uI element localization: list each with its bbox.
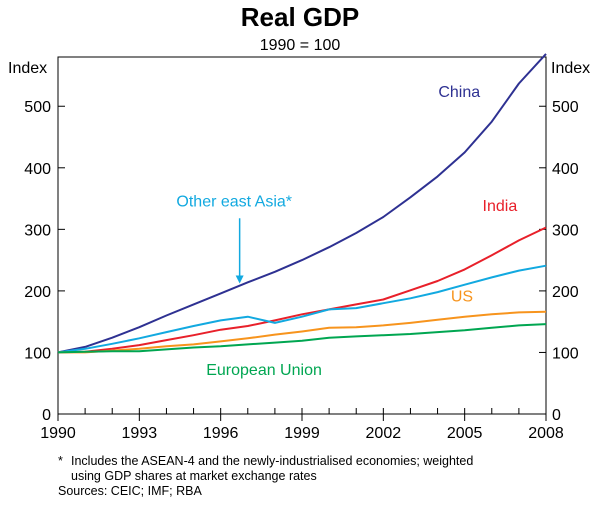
x-tick-label-2005: 2005 bbox=[447, 425, 483, 442]
y-axis-unit-right: Index bbox=[551, 60, 590, 77]
plot-frame bbox=[57, 56, 547, 415]
footnote-sources: Sources: CEIC; IMF; RBA bbox=[58, 484, 202, 498]
series-label-india: India bbox=[483, 198, 518, 215]
footnote-line-1: Includes the ASEAN-4 and the newly-indus… bbox=[71, 454, 474, 468]
y-tick-label-left-0: 0 bbox=[42, 407, 51, 424]
chart-subtitle: 1990 = 100 bbox=[260, 37, 341, 54]
chart-title: Real GDP bbox=[241, 2, 360, 32]
x-tick-label-1993: 1993 bbox=[122, 425, 158, 442]
annotation-arrow-head bbox=[235, 275, 244, 284]
series-line-other-east-asia bbox=[57, 264, 547, 354]
footnote: * Includes the ASEAN-4 and the newly-ind… bbox=[58, 454, 473, 499]
series-line-china bbox=[57, 53, 547, 354]
x-tick-label-2002: 2002 bbox=[366, 425, 402, 442]
y-tick-label-right-100: 100 bbox=[552, 345, 579, 362]
series-line-european-union bbox=[57, 323, 547, 354]
y-tick-label-right-500: 500 bbox=[552, 99, 579, 116]
series-label-other-east-asia: Other east Asia* bbox=[176, 194, 292, 211]
y-tick-label-left-300: 300 bbox=[24, 222, 51, 239]
y-axis-unit-left: Index bbox=[8, 60, 47, 77]
series-line-india bbox=[57, 226, 547, 354]
y-tick-label-left-500: 500 bbox=[24, 99, 51, 116]
series-line-us bbox=[58, 310, 547, 354]
y-tick-label-right-0: 0 bbox=[552, 407, 561, 424]
y-tick-label-right-300: 300 bbox=[552, 222, 579, 239]
x-tick-label-1996: 1996 bbox=[203, 425, 239, 442]
y-tick-label-right-400: 400 bbox=[552, 161, 579, 178]
x-tick-label-1999: 1999 bbox=[284, 425, 320, 442]
y-tick-label-left-400: 400 bbox=[24, 161, 51, 178]
x-tick-label-2008: 2008 bbox=[528, 425, 564, 442]
footnote-line-2: using GDP shares at market exchange rate… bbox=[71, 469, 317, 483]
y-tick-label-left-100: 100 bbox=[24, 345, 51, 362]
footnote-marker: * bbox=[58, 454, 63, 468]
x-tick-label-1990: 1990 bbox=[40, 425, 76, 442]
y-tick-label-left-200: 200 bbox=[24, 284, 51, 301]
series-label-european-union: European Union bbox=[206, 362, 322, 379]
series-label-china: China bbox=[438, 84, 480, 101]
y-tick-label-right-200: 200 bbox=[552, 284, 579, 301]
series-label-us: US bbox=[451, 288, 473, 305]
